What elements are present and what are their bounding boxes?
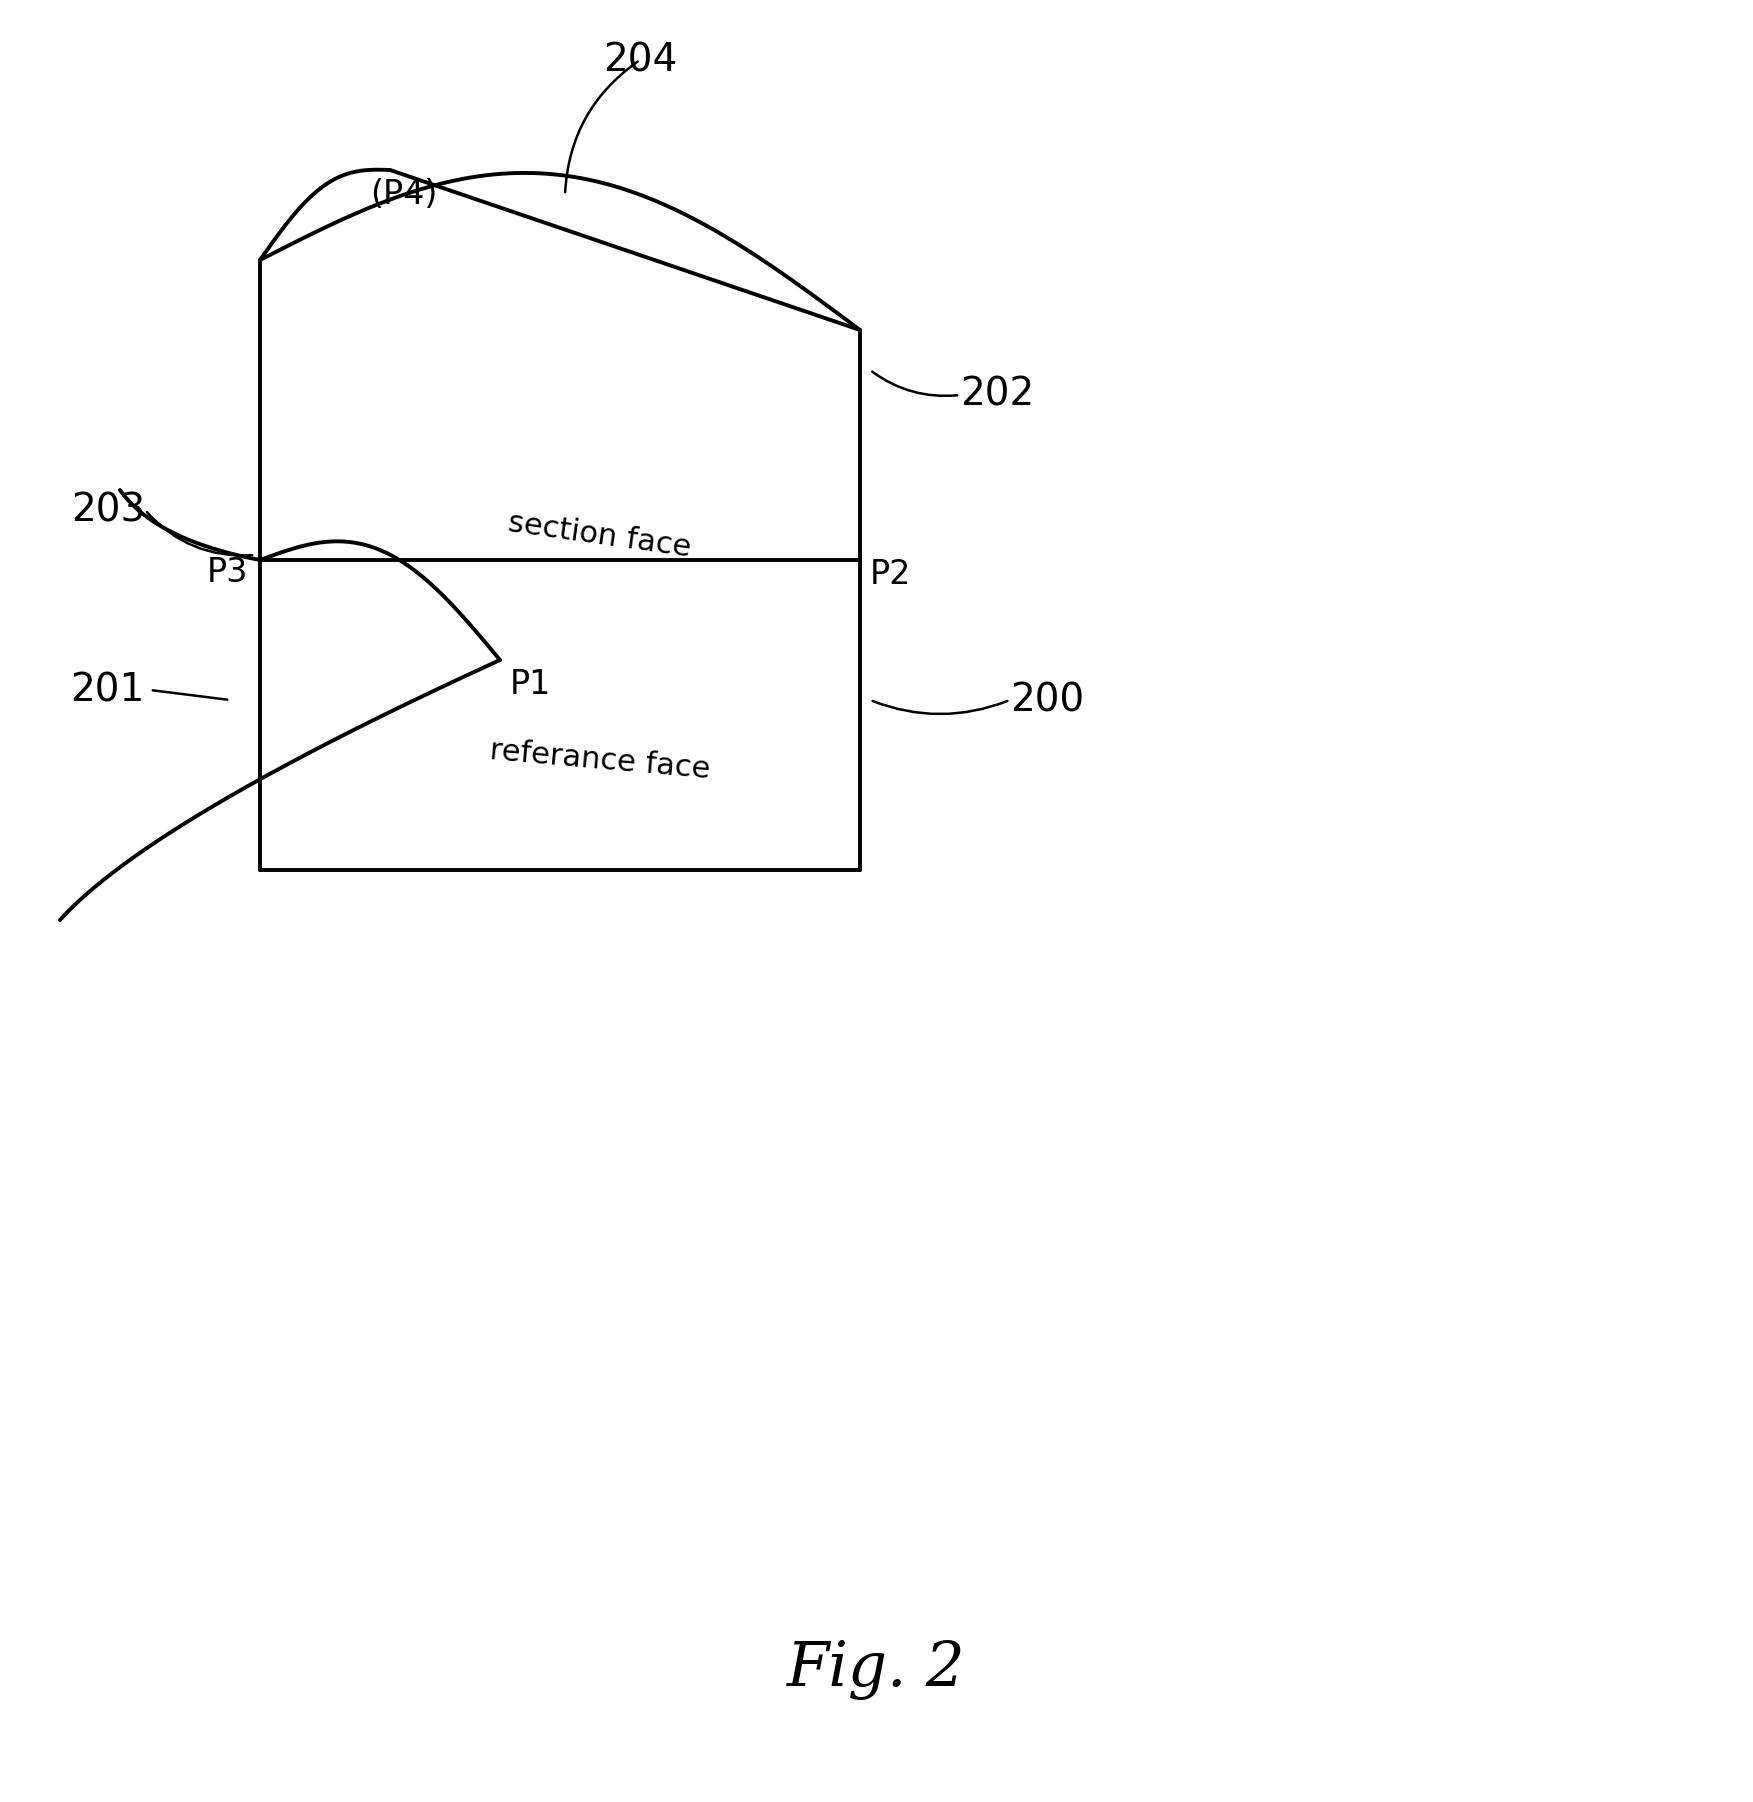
Text: P3: P3 — [207, 557, 247, 589]
Text: referance face: referance face — [489, 735, 712, 784]
Text: P2: P2 — [869, 559, 912, 591]
Text: 201: 201 — [70, 670, 145, 708]
Text: 200: 200 — [1010, 681, 1085, 719]
Text: 202: 202 — [961, 377, 1034, 414]
Text: 203: 203 — [70, 490, 145, 530]
Text: section face: section face — [507, 508, 694, 562]
Text: 204: 204 — [603, 41, 677, 79]
Text: P1: P1 — [510, 669, 552, 701]
Text: Fig. 2: Fig. 2 — [787, 1640, 966, 1699]
Text: (P4): (P4) — [370, 178, 438, 211]
